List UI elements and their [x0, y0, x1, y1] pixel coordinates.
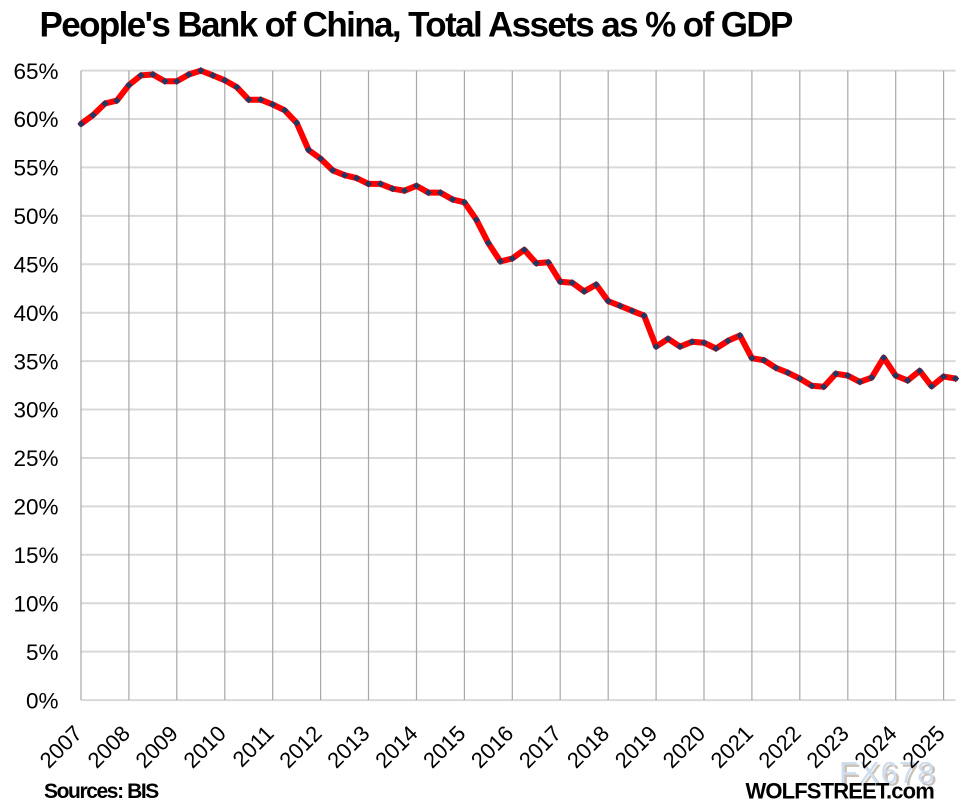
svg-text:25%: 25% [13, 446, 58, 471]
svg-text:FX678: FX678 [839, 755, 935, 790]
svg-text:FX678: FX678 [842, 758, 938, 793]
svg-text:60%: 60% [13, 107, 58, 132]
svg-text:15%: 15% [13, 543, 58, 568]
svg-text:Sources: BIS: Sources: BIS [44, 780, 159, 803]
svg-text:WOLFSTREET.com: WOLFSTREET.com [745, 778, 934, 803]
svg-text:10%: 10% [13, 591, 58, 616]
svg-text:People's Bank of China, Total: People's Bank of China, Total Assets as … [40, 6, 794, 45]
svg-text:0%: 0% [26, 688, 59, 713]
svg-text:40%: 40% [13, 301, 58, 326]
svg-text:50%: 50% [13, 204, 58, 229]
svg-text:20%: 20% [13, 495, 58, 520]
svg-text:45%: 45% [13, 253, 58, 278]
svg-text:30%: 30% [13, 398, 58, 423]
svg-text:65%: 65% [13, 59, 58, 84]
svg-text:5%: 5% [26, 640, 59, 665]
svg-text:35%: 35% [13, 349, 58, 374]
svg-text:55%: 55% [13, 156, 58, 181]
